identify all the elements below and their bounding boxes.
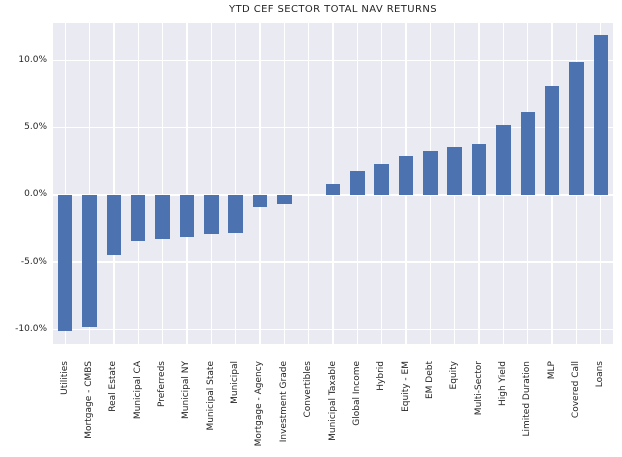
plot-area (53, 23, 613, 344)
x-gridline (308, 23, 310, 344)
y-gridline (53, 328, 613, 330)
bar-municipal-taxable (325, 184, 341, 195)
x-gridline (161, 23, 164, 344)
x-gridline (234, 23, 237, 344)
bar-municipal-ny (179, 194, 195, 237)
x-gridline (186, 23, 188, 344)
x-gridline (113, 23, 115, 344)
bar-em-debt (423, 150, 438, 195)
x-tick-label-municipal-ca: Municipal CA (132, 361, 143, 420)
y-gridline (53, 261, 613, 263)
x-tick-label-investment-grade: Investment Grade (278, 361, 289, 443)
bar-municipal-state (204, 194, 219, 234)
y-tick-label: -10.0% (15, 323, 47, 334)
bar-preferreds (155, 194, 170, 240)
y-tick-label: 0.0% (24, 189, 47, 200)
x-tick-label-municipal-taxable: Municipal Taxable (327, 361, 338, 441)
x-tick-label-municipal: Municipal (230, 361, 241, 404)
x-tick-label-global-income: Global Income (351, 361, 362, 426)
x-gridline (283, 23, 285, 344)
bar-investment-grade (277, 194, 292, 205)
bar-equity (447, 146, 462, 195)
x-gridline (259, 23, 261, 344)
x-tick-label-equity: Equity (449, 361, 460, 390)
x-tick-label-equity-em: Equity - EM (400, 361, 411, 412)
y-gridline (53, 194, 613, 196)
bar-limited-duration (520, 111, 536, 195)
bar-multi-sector (471, 143, 487, 195)
x-gridline (88, 23, 91, 344)
x-tick-label-utilities: Utilities (59, 361, 70, 395)
bar-municipal-ca (130, 194, 146, 241)
chart-title: YTD CEF SECTOR TOTAL NAV RETURNS (229, 4, 437, 15)
x-gridline (210, 23, 212, 344)
x-tick-label-municipal-state: Municipal State (205, 361, 216, 431)
x-tick-label-multi-sector: Multi-Sector (473, 361, 484, 416)
bar-mlp (544, 86, 560, 195)
x-tick-label-limited-duration: Limited Duration (522, 361, 533, 437)
x-tick-label-municipal-ny: Municipal NY (181, 361, 192, 419)
bar-hybrid (374, 164, 389, 195)
bar-loans (593, 35, 609, 195)
x-tick-label-loans: Loans (595, 361, 606, 388)
x-tick-label-mlp: MLP (546, 361, 557, 380)
x-tick-label-covered-call: Covered Call (570, 361, 581, 419)
x-tick-label-mortgage-cmbs: Mortgage - CMBS (84, 361, 95, 439)
bar-global-income (350, 170, 365, 195)
y-tick-label: 5.0% (24, 122, 47, 133)
y-gridline (53, 127, 613, 129)
x-gridline (64, 23, 66, 344)
y-tick-label: 10.0% (18, 55, 47, 66)
x-gridline (137, 23, 139, 344)
bar-municipal (228, 194, 243, 233)
x-gridline (332, 23, 334, 344)
x-tick-label-convertibles: Convertibles (303, 361, 314, 418)
bar-mortgage-agency (252, 194, 268, 207)
y-tick-label: -5.0% (20, 256, 47, 267)
bar-equity-em (398, 155, 414, 195)
bar-mortgage-cmbs (82, 194, 97, 327)
x-tick-label-real-estate: Real Estate (108, 361, 119, 412)
x-tick-label-em-debt: EM Debt (424, 361, 435, 400)
bar-high-yield (496, 125, 511, 195)
bar-real-estate (106, 194, 122, 256)
x-tick-label-preferreds: Preferreds (157, 361, 168, 407)
x-tick-label-mortgage-agency: Mortgage - Agency (254, 361, 265, 447)
bar-covered-call (569, 61, 584, 195)
x-tick-label-hybrid: Hybrid (376, 361, 387, 391)
y-gridline (53, 59, 613, 62)
bar-utilities (57, 194, 73, 331)
x-tick-label-high-yield: High Yield (497, 361, 508, 406)
